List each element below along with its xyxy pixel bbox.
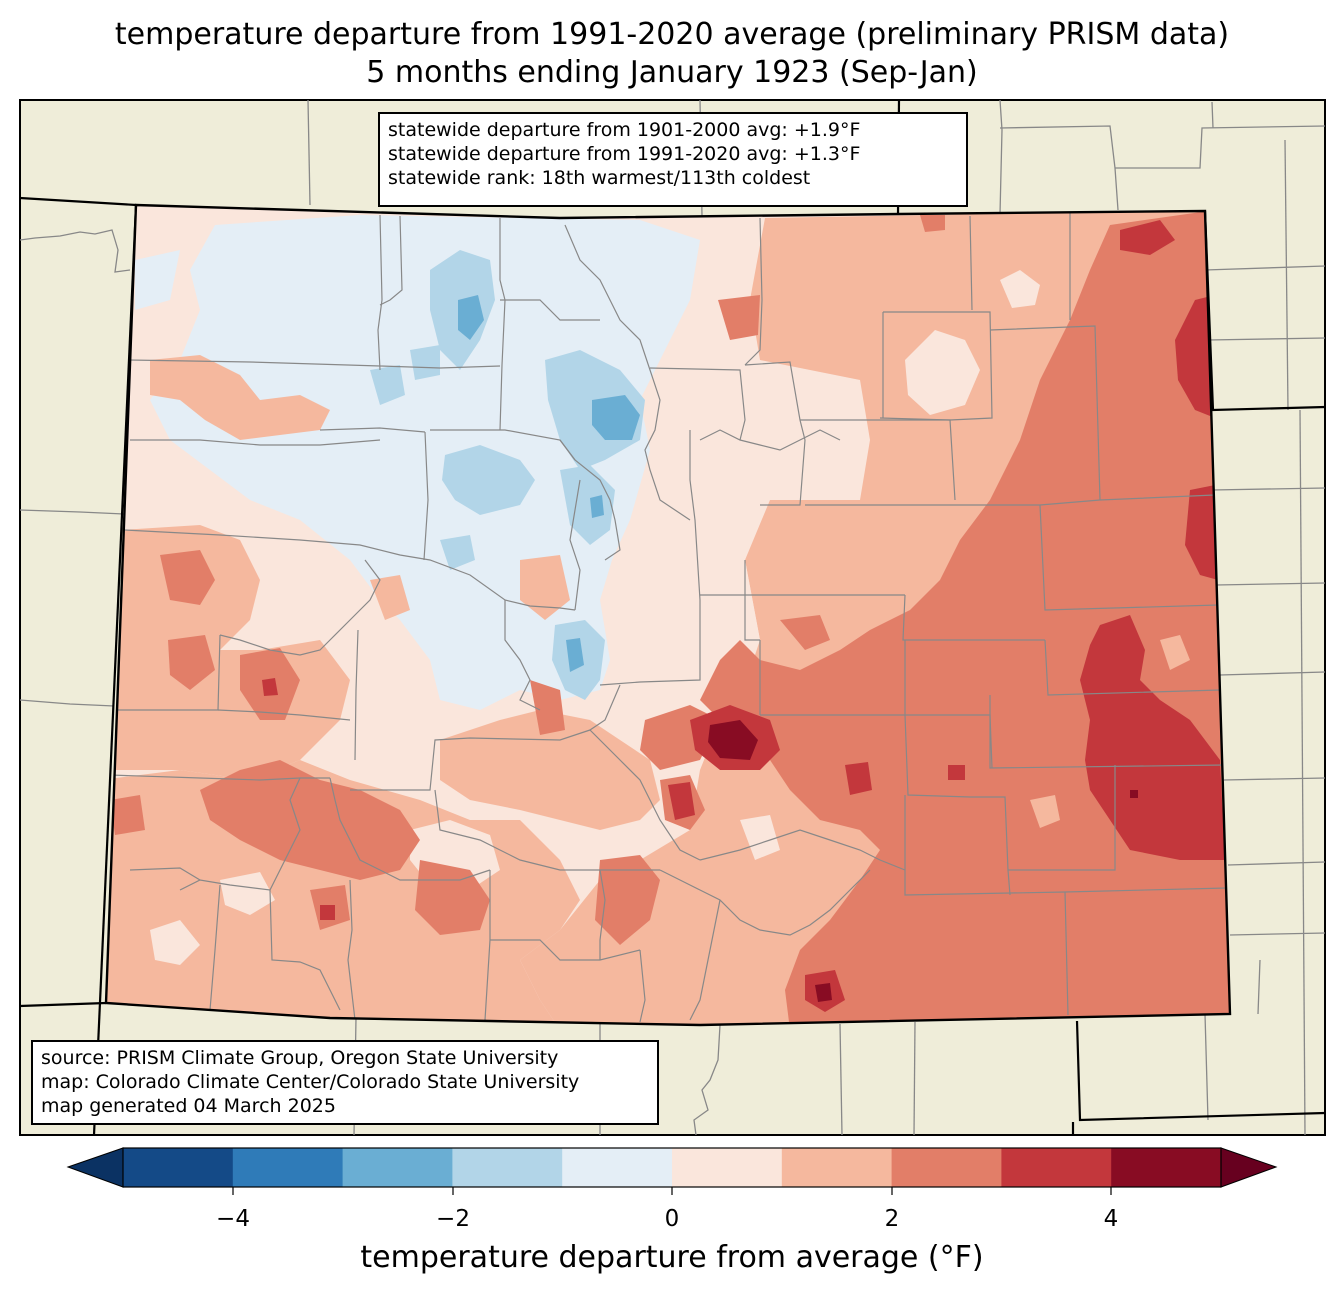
colorbar-bin <box>1111 1148 1222 1187</box>
colorbar-tick-label: −2 <box>436 1206 470 1232</box>
statewide-stats-box: statewide departure from 1901-2000 avg: … <box>378 112 968 207</box>
colorbar <box>66 1147 1278 1195</box>
colorbar-bin <box>232 1148 344 1187</box>
colorbar-over-arrow <box>1220 1147 1278 1188</box>
colorbar-bin <box>452 1148 563 1187</box>
colorbar-bin <box>562 1148 673 1187</box>
map-title-line2: 5 months ending January 1923 (Sep-Jan) <box>366 55 978 90</box>
colorbar-bin <box>342 1148 453 1187</box>
neighbor-county-lines <box>20 100 1325 1135</box>
colorbar-label: temperature departure from average (°F) <box>360 1240 984 1275</box>
colorbar-bin <box>672 1148 783 1187</box>
colorbar-tick-label: 2 <box>884 1206 900 1232</box>
map-credit-line: map: Colorado Climate Center/Colorado St… <box>41 1071 580 1093</box>
colorbar-tick-label: 0 <box>664 1206 680 1232</box>
colorado-departure-field <box>106 205 1230 1025</box>
source-line: source: PRISM Climate Group, Oregon Stat… <box>41 1047 559 1069</box>
colorbar-under-arrow <box>66 1147 124 1188</box>
generated-date-line: map generated 04 March 2025 <box>41 1095 336 1117</box>
colorbar-bin <box>781 1148 893 1187</box>
colorbar-tick-label: 4 <box>1103 1206 1119 1232</box>
colorado-boundary <box>104 203 1232 1027</box>
colorbar-tick-label: −4 <box>216 1206 250 1232</box>
source-box: source: PRISM Climate Group, Oregon Stat… <box>31 1040 659 1125</box>
colorbar-bin <box>891 1148 1002 1187</box>
colorado-county-lines <box>109 212 1229 1023</box>
stats-departure-1991-2020: statewide departure from 1991-2020 avg: … <box>388 143 861 165</box>
map-title-line1: temperature departure from 1991-2020 ave… <box>114 17 1230 52</box>
stats-departure-1901-2000: statewide departure from 1901-2000 avg: … <box>388 119 861 141</box>
colorbar-bin <box>123 1148 234 1187</box>
stats-rank: statewide rank: 18th warmest/113th colde… <box>388 167 811 189</box>
colorbar-bin <box>1001 1148 1112 1187</box>
